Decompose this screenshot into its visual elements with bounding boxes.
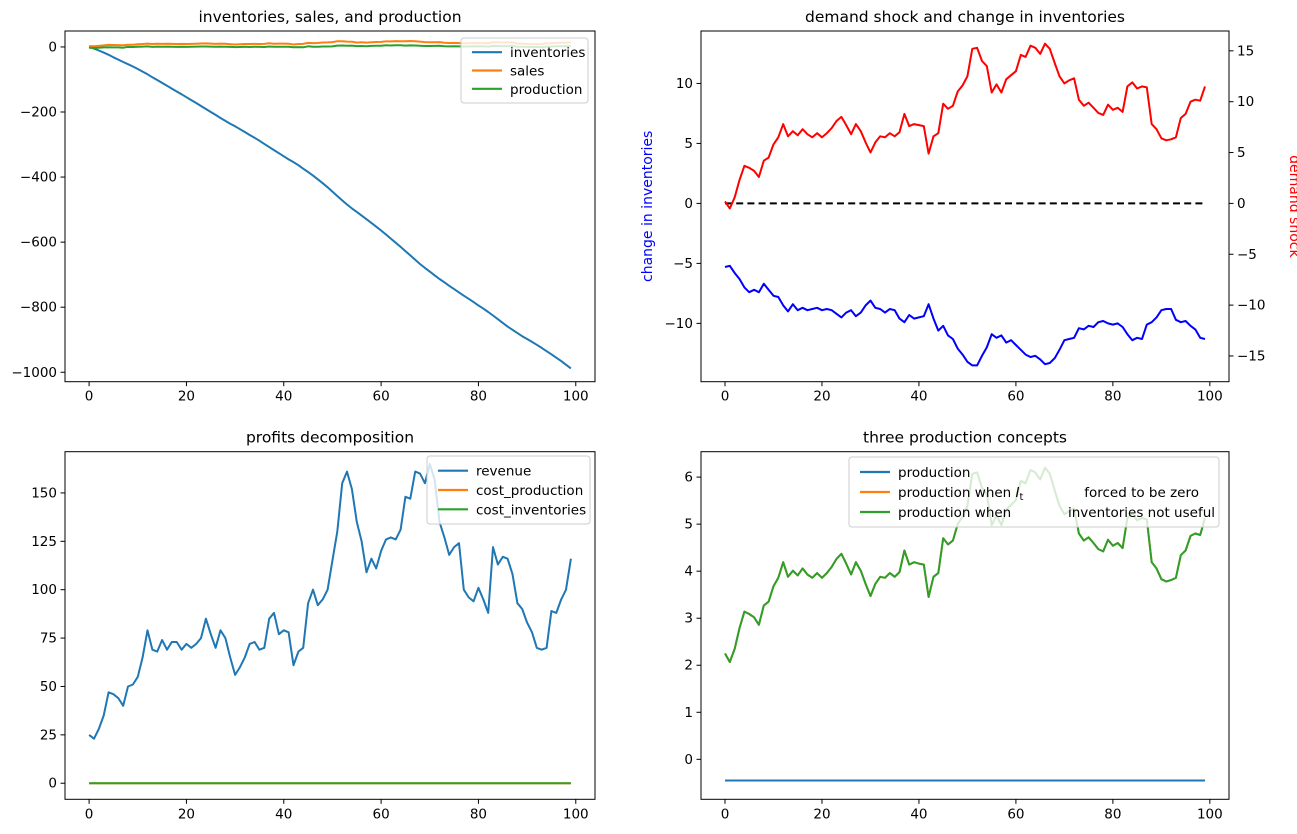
x-tick-label: 20 [813,389,830,405]
x-tick-label: 40 [910,806,927,822]
axes-frame [700,451,1230,800]
y-tick-label: 0 [48,776,57,792]
legend-label: production [510,82,583,98]
y-tick-label: 6 [684,470,693,486]
legend-label: production when It [898,485,1024,503]
y-axis-label-left: change in inventories [640,131,656,282]
y-tick-right-label: −10 [1237,298,1266,314]
y-tick-label: 25 [40,727,57,743]
y-tick-label: −400 [20,170,57,186]
x-tick-label: 60 [1007,806,1024,822]
subplot-inventories-sales-production: inventories, sales, and production 0 20 40 6… [11,8,596,405]
x-tick-label: 0 [721,806,730,822]
y-tick-label: 0 [48,39,57,55]
legend-label: cost_production [476,483,583,499]
legend-label: production [898,465,971,481]
y-tick-label: 0 [684,196,693,212]
y-tick-label: 125 [31,534,57,550]
x-tick-label: 20 [813,806,830,822]
x-tick-label: 100 [563,389,589,405]
x-tick-label: 100 [1197,389,1223,405]
y-tick-label: 50 [40,679,57,695]
y-tick-label: −200 [20,105,57,121]
y-tick-right-label: −5 [1237,247,1257,263]
x-tick-label: 80 [470,806,487,822]
y-tick-label: 100 [31,582,57,598]
y-tick-label: 2 [684,658,693,674]
y-tick-right-label: 0 [1237,196,1246,212]
x-tick-label: 100 [1197,806,1223,822]
y-axis-label-right: demand shock [1286,155,1297,258]
legend: inventories sales production [460,37,589,104]
x-tick-label: 80 [1104,389,1121,405]
chart-title: profits decomposition [246,429,414,447]
y-tick-right-label: −15 [1237,348,1266,364]
x-tick-label: 80 [470,389,487,405]
y-tick-label: −10 [665,316,694,332]
y-tick-label: 75 [40,631,57,647]
chart-title: inventories, sales, and production [198,8,461,26]
chart-title: demand shock and change in inventories [805,8,1125,26]
axes-frame [64,451,596,800]
axes-frame [64,30,596,383]
y-tick-label: 150 [31,485,57,501]
legend-frame [848,456,1220,528]
y-tick-label: 10 [676,76,693,92]
x-tick-label: 60 [373,389,390,405]
y-tick-label: −1000 [11,365,57,381]
x-tick-label: 40 [910,389,927,405]
legend-label: inventories [510,45,585,61]
y-tick-label: 5 [684,136,693,152]
chart-title: three production concepts [863,429,1067,447]
legend-label-right: forced to be zero [1084,485,1199,501]
y-tick-label: −5 [673,256,693,272]
legend-label: cost_inventories [476,502,586,518]
y-tick-label: 1 [684,705,693,721]
x-tick-label: 20 [178,806,195,822]
x-tick-label: 0 [85,389,94,405]
x-tick-label: 60 [1007,389,1024,405]
x-tick-label: 0 [85,806,94,822]
x-tick-label: 100 [563,806,589,822]
legend: revenue cost_production cost_inventories [426,455,591,525]
legend-label: production when [898,505,1011,521]
y-tick-label: −600 [20,235,57,251]
x-tick-label: 80 [1104,806,1121,822]
change-in-inventories-line [724,264,1206,367]
legend-label: sales [510,64,544,80]
y-tick-right-label: 5 [1237,145,1246,161]
x-tick-label: 0 [721,389,730,405]
inventories-line [88,45,572,370]
axes-frame [700,30,1230,383]
legend: production production when It forced to be… [848,456,1220,528]
x-tick-label: 20 [178,389,195,405]
legend-label: revenue [476,464,531,480]
y-tick-label: 0 [684,752,693,768]
legend-frame [426,455,591,525]
legend-frame [460,37,589,104]
y-tick-label: 4 [684,564,693,580]
y-tick-right-label: 15 [1237,43,1254,59]
x-tick-label: 60 [373,806,390,822]
subplot-profits-decomposition: profits decomposition 0 20 40 60 80 100 0 25 50 75… [31,429,596,822]
x-tick-label: 40 [275,389,292,405]
y-tick-right-label: 10 [1237,94,1254,110]
y-tick-label: 3 [684,611,693,627]
demand-shock-line [724,42,1206,210]
legend-label-right: inventories not useful [1068,505,1215,521]
x-tick-label: 40 [275,806,292,822]
subplot-demand-shock-change-in-inventories: demand shock and change in inventories 0 2… [640,8,1297,405]
revenue-line [88,462,572,740]
y-tick-label: −800 [20,300,57,316]
subplot-three-production-concepts: three production concepts 0 20 40 60 80 100 0 1 2… [684,429,1230,822]
y-tick-label: 5 [684,517,693,533]
